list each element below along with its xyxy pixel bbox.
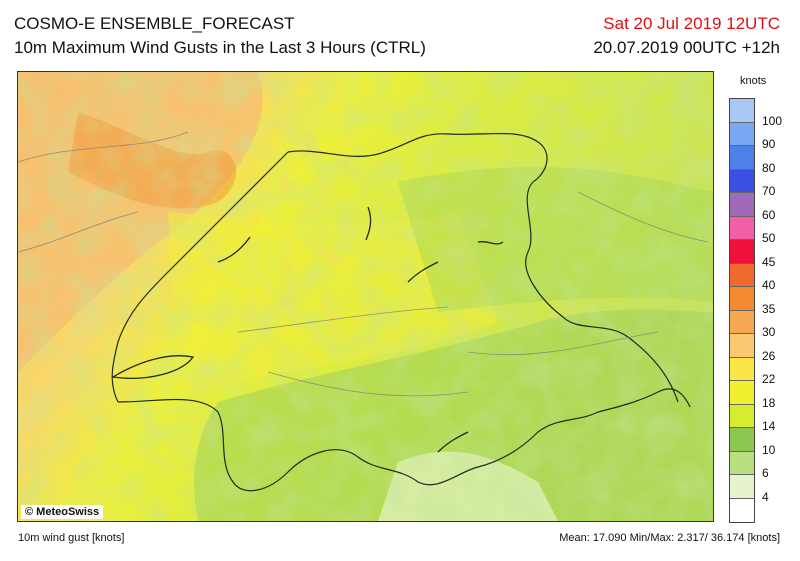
legend-tick-label: 35 <box>762 301 776 316</box>
legend-color-cell <box>730 451 754 475</box>
legend-color-cell <box>730 310 754 334</box>
chart-title: COSMO-E ENSEMBLE_FORECAST <box>14 14 295 33</box>
legend-color-cell <box>730 122 754 146</box>
footer-variable: 10m wind gust [knots] <box>18 532 125 544</box>
legend-tick-label: 14 <box>762 419 776 433</box>
legend-tick-label: 90 <box>762 137 776 151</box>
legend-tick-label: 80 <box>762 160 776 175</box>
legend-color-cell <box>730 428 754 452</box>
legend-tick-label: 4 <box>762 489 769 504</box>
legend-tick-label: 70 <box>762 184 776 198</box>
map-canvas <box>18 72 713 521</box>
legend-color-cell <box>730 287 754 311</box>
legend-tick-label: 45 <box>762 254 776 269</box>
legend-tick-label: 60 <box>762 207 776 222</box>
legend-tick-label: 100 <box>762 113 783 128</box>
wind-gust-map: © MeteoSwiss <box>17 71 714 522</box>
legend-tick-label: 40 <box>762 278 776 292</box>
color-legend <box>729 98 755 523</box>
legend-tick-label: 26 <box>762 348 776 363</box>
legend-color-cell <box>730 404 754 428</box>
legend-color-cell <box>730 146 754 170</box>
valid-time: Sat 20 Jul 2019 12UTC <box>603 14 780 33</box>
legend-tick-label: 50 <box>762 231 776 245</box>
legend-color-cell <box>730 169 754 193</box>
footer-stats: Mean: 17.090 Min/Max: 2.317/ 36.174 [kno… <box>559 532 780 544</box>
legend-color-cell <box>730 357 754 381</box>
run-info: 20.07.2019 00UTC +12h <box>593 38 780 57</box>
legend-color-cell <box>730 216 754 240</box>
legend-color-cell <box>730 498 754 522</box>
legend-tick-label: 22 <box>762 372 776 386</box>
chart-subtitle: 10m Maximum Wind Gusts in the Last 3 Hou… <box>14 38 426 57</box>
copyright-label: © MeteoSwiss <box>21 505 104 519</box>
legend-unit: knots <box>740 75 767 87</box>
legend-color-cell <box>730 99 754 123</box>
legend-tick-label: 10 <box>762 442 776 457</box>
legend-tick-label: 6 <box>762 466 769 480</box>
legend-color-cell <box>730 334 754 358</box>
legend-color-cell <box>730 475 754 499</box>
legend-color-cell <box>730 193 754 217</box>
legend-tick-label: 30 <box>762 325 776 339</box>
legend-color-cell <box>730 240 754 264</box>
legend-color-cell <box>730 263 754 287</box>
legend-color-cell <box>730 381 754 405</box>
legend-tick-label: 18 <box>762 395 776 410</box>
